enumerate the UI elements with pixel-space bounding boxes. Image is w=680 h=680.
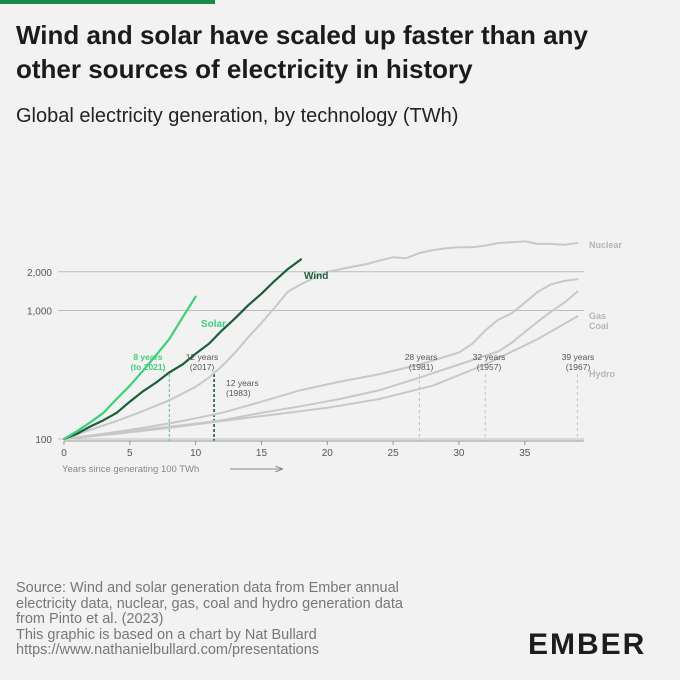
series-line-coal: [63, 290, 579, 440]
y-tick-label: 2,000: [27, 268, 52, 279]
source-url[interactable]: https://www.nathanielbullard.com/present…: [16, 642, 320, 658]
x-tick-label: 30: [453, 448, 465, 459]
source-line: electricity data, nuclear, gas, coal and…: [16, 595, 403, 612]
annotation-label-line2: (1967): [566, 362, 591, 372]
title-line-2: other sources of electricity in history: [16, 54, 473, 84]
y-tick-label: 1,000: [27, 306, 52, 317]
annotation-label-line2: (1981): [409, 362, 434, 372]
series-label-solar: Solar: [201, 319, 226, 330]
series-label-coal: Coal: [589, 321, 609, 331]
series-line-solar: [62, 295, 197, 441]
y-tick-label: 100: [35, 435, 52, 446]
series-line-hydro: [63, 315, 579, 440]
x-tick-label: 10: [190, 448, 202, 459]
annotation-label-line1: 39 years: [562, 352, 595, 362]
source-line: Source: Wind and solar generation data f…: [16, 580, 399, 596]
x-tick-label: 15: [256, 448, 268, 459]
x-tick-label: 35: [519, 448, 531, 459]
series-line-wind: [62, 258, 303, 441]
series-line-gas: [63, 278, 579, 440]
annotation-label-line1: 32 years: [473, 352, 506, 362]
annotation-label-line2: (2017): [190, 362, 215, 372]
source-line: This graphic is based on a chart by Nat …: [16, 626, 317, 643]
page-title: Wind and solar have scaled up faster tha…: [16, 18, 666, 86]
x-tick-label: 5: [127, 448, 133, 459]
accent-bar: [0, 0, 215, 4]
x-tick-label: 20: [322, 448, 334, 459]
series-label-nuclear: Nuclear: [589, 240, 623, 250]
title-line-1: Wind and solar have scaled up faster tha…: [16, 20, 588, 50]
annotation-label-line2: (to 2021): [131, 362, 166, 372]
series-label-wind: Wind: [304, 271, 328, 282]
page-subtitle: Global electricity generation, by techno…: [16, 105, 459, 127]
source-line: from Pinto et al. (2023): [16, 611, 164, 627]
x-tick-label: 0: [61, 448, 67, 459]
annotation-label-line2: (1957): [477, 362, 502, 372]
annotation-label-line1: 28 years: [405, 352, 438, 362]
ember-logo: EMBER: [528, 628, 647, 661]
annotation-label-line1: 12 years: [226, 378, 259, 388]
series-line-nuclear: [63, 240, 579, 440]
source-note: Source: Wind and solar generation data f…: [16, 580, 516, 659]
x-axis-label: Years since generating 100 TWh: [62, 464, 199, 475]
annotation-label-line1: 8 years: [133, 352, 163, 362]
annotation-label-line2: (1983): [226, 388, 251, 398]
x-tick-label: 25: [388, 448, 400, 459]
annotation-label-line1: 12 years: [186, 352, 219, 362]
series-label-gas: Gas: [589, 311, 606, 321]
series-label-hydro: Hydro: [589, 369, 616, 379]
